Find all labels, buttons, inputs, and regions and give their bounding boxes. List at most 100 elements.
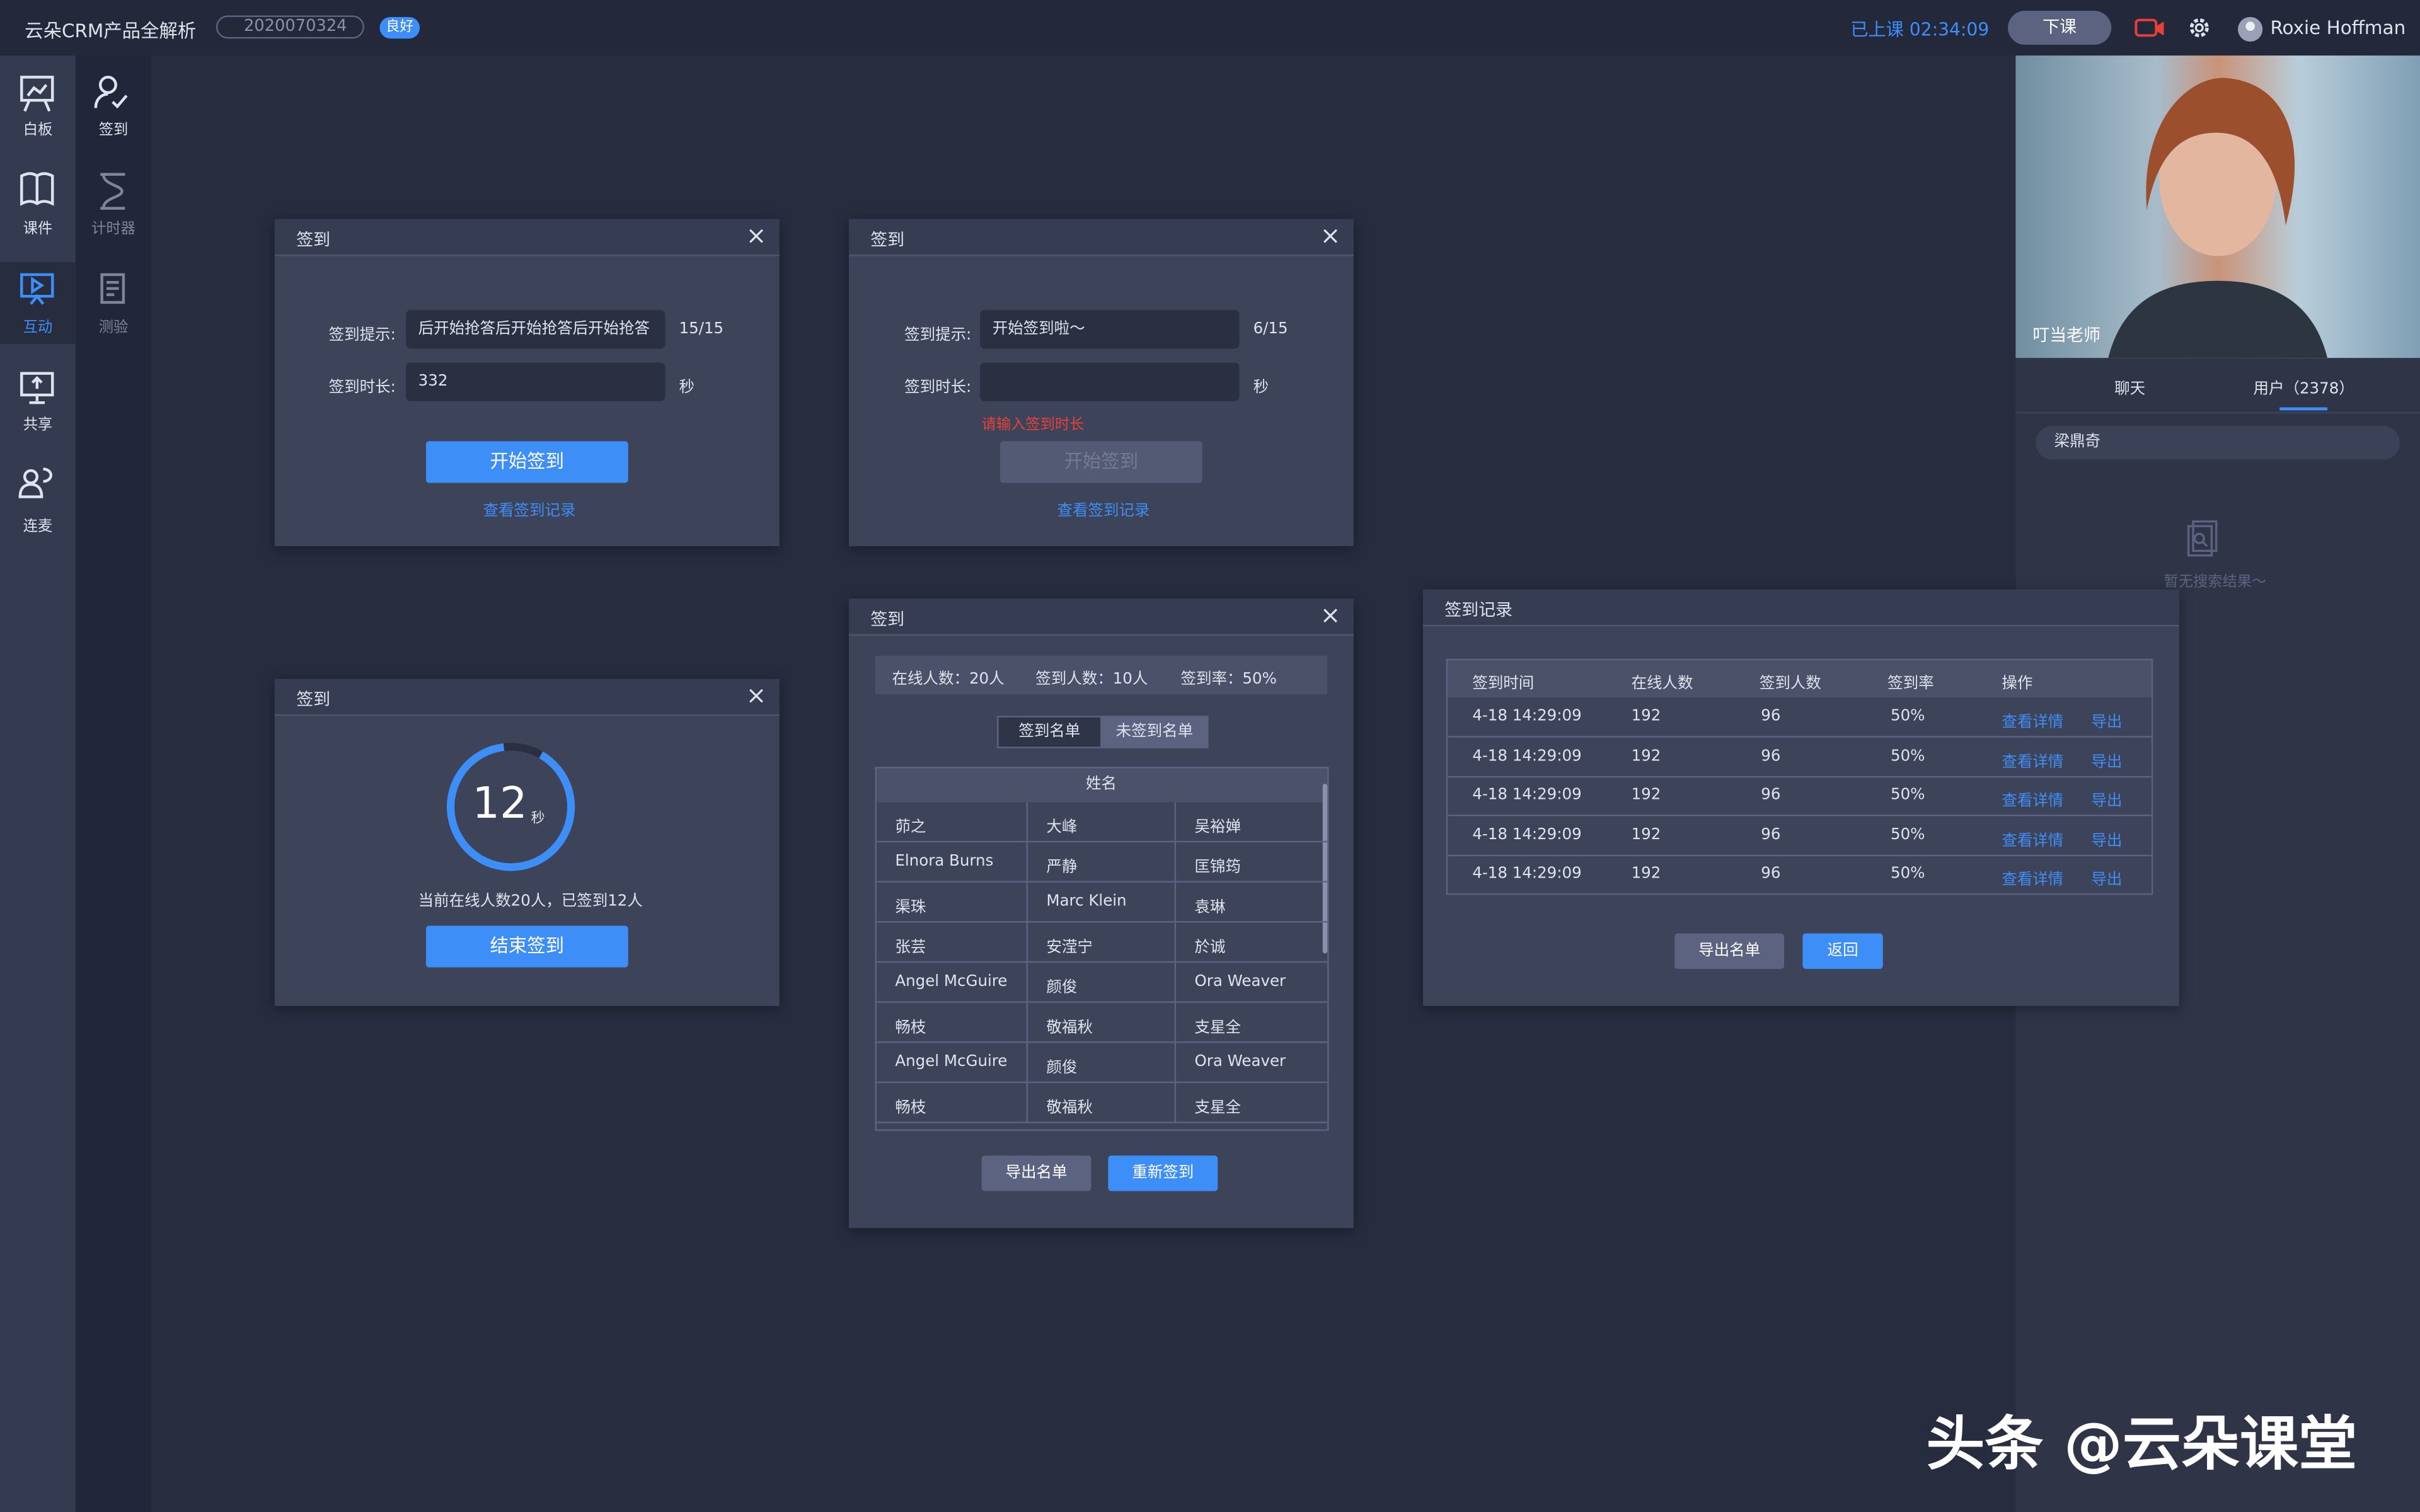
col-line [1026,802,1028,843]
tab-indicator [2279,407,2328,411]
start-button-disabled: 开始签到 [1000,441,1202,483]
table-cell: 192 [1631,865,1661,883]
action-link[interactable]: 查看详情 [2002,793,2064,810]
action-link[interactable]: 查看详情 [2002,832,2064,850]
col-line [1026,882,1028,923]
sidebar-item[interactable]: 白板 [23,122,53,139]
action-link[interactable]: 查看详情 [2002,871,2064,889]
dialog-header: 签到记录 [1422,589,2179,627]
table-cell: 敬福秋 [1046,1019,1093,1037]
table-cell: 50% [1891,826,1925,844]
sidebar-item[interactable]: 互动 [23,319,53,336]
col-line [1026,922,1028,963]
countdown: 12 [472,777,527,829]
back-button[interactable]: 返回 [1802,933,1883,969]
dialog: 签到记录 导出名单 返回 签到时间 在线人数 签到人数 签到率 操作 4-18 14:29… [1422,589,2179,1006]
row-line [875,1121,1328,1123]
table-cell: Ora Weaver [1194,973,1286,991]
dialog-title: 签到记录 [1444,600,1513,621]
close-button[interactable] [1323,228,1338,243]
sidebar-secondary [76,55,152,1512]
table-cell: Elnora Burns [895,853,994,871]
close-button[interactable] [749,228,764,243]
dialog: 签到 签到提示: 后开始抢答后开始抢答后开始抢答 15/15 签到时长: 332… [274,219,780,546]
class-time: 已上课 02:34:09 [1850,18,1990,40]
table-cell: 4-18 14:29:09 [1472,708,1582,726]
users-tab[interactable]: 用户（2378） [2253,381,2354,398]
action-link[interactable]: 查看详情 [2002,753,2064,771]
records-link[interactable]: 查看签到记录 [483,503,576,520]
table-header: 姓名 [875,767,1328,803]
table-cell: 96 [1761,708,1781,726]
action-link[interactable]: 导出 [2091,714,2123,731]
room-id: 2020070324 [216,15,364,39]
table-cell: 4-18 14:29:09 [1472,747,1582,765]
dialog: 签到 在线人数：20人 签到人数：10人 签到率：50% 签到名单 未签到名单 … [848,598,1354,1228]
sidebar-item[interactable]: 计时器 [91,220,135,238]
sidebar-item[interactable]: 课件 [23,220,53,238]
end-class-button[interactable]: 下课 [2008,11,2112,45]
table-cell: 於诚 [1194,939,1226,957]
dialog-title: 签到 [870,609,905,630]
chat-tab[interactable]: 聊天 [2114,381,2146,398]
action-link[interactable]: 查看详情 [2002,714,2064,731]
col-line [1174,1083,1177,1123]
table-cell: 4-18 14:29:09 [1472,786,1582,804]
export-button[interactable]: 导出名单 [981,1155,1092,1191]
label: 签到提示: [904,327,972,345]
tab-active[interactable]: 签到名单 [997,716,1102,748]
action-link[interactable]: 导出 [2091,832,2123,850]
start-button[interactable]: 开始签到 [425,441,628,483]
duration-input[interactable] [980,362,1240,401]
dialog-header: 签到 [848,598,1354,636]
close-button[interactable] [749,688,764,703]
table-cell: 颜俊 [1046,980,1078,997]
sidebar-item[interactable]: 签到 [98,122,129,139]
table-cell: Angel McGuire [895,973,1008,991]
row-line [875,840,1328,843]
action-link[interactable]: 导出 [2091,793,2123,810]
table-cell: 96 [1761,786,1781,804]
stats-bar [875,655,1328,695]
label: 签到时长: [328,379,396,397]
table-cell: 192 [1631,708,1661,726]
search-input[interactable]: 梁鼎奇 [2036,425,2400,460]
dialog-title: 签到 [296,229,331,250]
records-link[interactable]: 查看签到记录 [1057,503,1150,520]
col-line [1174,922,1177,963]
status-text: 当前在线人数20人，已签到12人 [418,893,643,910]
action-link[interactable]: 导出 [2091,753,2123,771]
stat: 在线人数：20人 [892,671,1005,689]
sidebar-item[interactable]: 测验 [98,319,129,336]
hint-count: 15/15 [679,321,724,338]
hint-count: 6/15 [1253,321,1288,338]
table-cell: Marc Klein [1046,893,1127,910]
table-cell: Ora Weaver [1194,1053,1286,1071]
sidebar-icons [18,76,128,498]
table-cell: 192 [1631,747,1661,765]
row-line [875,1001,1328,1003]
table-cell: 192 [1631,826,1661,844]
restart-button[interactable]: 重新签到 [1108,1155,1218,1191]
end-button[interactable]: 结束签到 [425,925,628,968]
stat: 签到人数：10人 [1035,671,1148,689]
table-header [1446,658,2152,697]
hint-input[interactable]: 开始签到啦～ [980,310,1240,349]
sidebar-item[interactable]: 连麦 [23,518,53,536]
label: 签到时长: [904,379,972,397]
video-figure [2108,77,2328,358]
export-button[interactable]: 导出名单 [1674,933,1785,969]
error-text: 请输入签到时长 [981,416,1085,434]
close-button[interactable] [1323,608,1338,623]
label: 签到提示: [328,327,396,345]
action-link[interactable]: 导出 [2091,871,2123,889]
table-cell: 匡锦筠 [1194,859,1241,877]
row-line [875,1081,1328,1084]
sidebar-item[interactable]: 共享 [23,416,53,434]
table-cell: 张芸 [895,939,926,957]
column-header: 签到率 [1887,675,1934,693]
hint-input[interactable]: 后开始抢答后开始抢答后开始抢答 [406,310,666,349]
tab[interactable]: 未签到名单 [1100,716,1209,748]
duration-input[interactable]: 332 [406,362,666,401]
